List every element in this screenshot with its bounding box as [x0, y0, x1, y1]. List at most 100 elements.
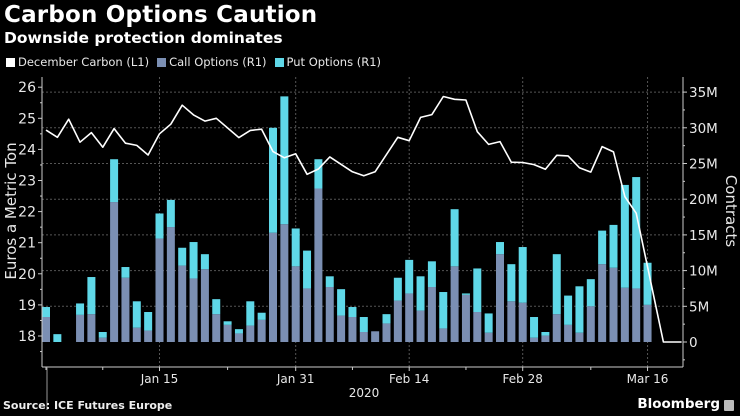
legend-label: December Carbon (L1) [18, 55, 150, 69]
bar-put-options [461, 293, 470, 295]
legend-item-call-options: Call Options (R1) [157, 55, 267, 69]
bar-call-options [518, 302, 527, 342]
x-axis-tick-label: Jan 15 [140, 372, 179, 386]
x-axis-tick-label: Jan 31 [276, 372, 315, 386]
right-axis-tick-label: 0 [689, 335, 698, 351]
left-axis-tick-label: 20 [18, 267, 36, 283]
legend-swatch-call [157, 57, 167, 67]
bar-put-options [643, 262, 652, 305]
bar-put-options [166, 199, 175, 228]
bar-call-options [427, 287, 436, 342]
bar-put-options [359, 317, 368, 333]
legend-item-put-options: Put Options (R1) [274, 55, 382, 69]
legend: December Carbon (L1) Call Options (R1) P… [6, 55, 381, 69]
bar-put-options [155, 213, 164, 239]
line-series [45, 95, 682, 343]
bar-call-options [598, 264, 607, 342]
bar-put-options [178, 247, 187, 266]
brand-logo: Bloomberg [637, 396, 720, 412]
left-axis-tick-label: 19 [18, 298, 36, 314]
bar-call-options [166, 227, 175, 342]
left-axis-tick-label: 24 [18, 142, 36, 158]
left-axis-label: Euros a Metric Ton [2, 142, 20, 279]
bar-put-options [291, 228, 300, 267]
bar-put-options [518, 247, 527, 303]
left-axis-tick-label: 18 [18, 329, 36, 345]
right-axis-tick-label: 30M [689, 121, 718, 137]
left-axis-tick-label: 23 [18, 174, 36, 190]
bar-call-options [507, 301, 516, 342]
bar-put-options [586, 279, 595, 307]
bar-put-options [53, 334, 62, 342]
bar-call-options [234, 333, 243, 342]
bar-call-options [416, 310, 425, 342]
bar-call-options [291, 266, 300, 342]
bar-put-options [200, 254, 209, 270]
bar-call-options [552, 314, 561, 342]
bar-put-options [76, 303, 85, 315]
legend-item-december-carbon: December Carbon (L1) [6, 55, 149, 69]
source-note: Source: ICE Futures Europe [3, 399, 173, 412]
chart-title: Carbon Options Caution [4, 2, 318, 28]
bar-put-options [257, 312, 266, 320]
bar-put-options [427, 261, 436, 288]
bar-call-options [530, 337, 539, 342]
bar-put-options [110, 159, 119, 203]
bar-put-options [484, 313, 493, 333]
bar-call-options [314, 188, 323, 342]
bar-call-options [200, 269, 209, 342]
bar-put-options [416, 276, 425, 311]
bar-put-options [87, 277, 96, 315]
x-axis-tick-label: Feb 28 [503, 372, 543, 386]
bar-put-options [42, 307, 50, 318]
bar-put-options [450, 209, 459, 267]
bar-put-options [382, 314, 391, 324]
bar-call-options [98, 337, 107, 342]
bar-put-options [314, 159, 323, 189]
bar-call-options [110, 202, 119, 342]
x-axis-tick-label: Mar 16 [627, 372, 669, 386]
bar-call-options [121, 277, 130, 342]
bar-call-options [405, 293, 414, 342]
bar-put-options [325, 276, 334, 288]
legend-swatch-put [274, 57, 284, 67]
bar-put-options [269, 127, 277, 233]
bar-put-options [632, 177, 641, 289]
bar-call-options [155, 238, 164, 342]
right-axis-tick-label: 20M [689, 192, 718, 208]
bar-call-options [575, 332, 584, 342]
bar-call-options [620, 287, 629, 342]
bar-call-options [223, 324, 232, 342]
bar-put-options [337, 289, 346, 316]
bar-call-options [586, 306, 595, 342]
right-axis-tick-label: 10M [689, 264, 718, 280]
bar-call-options [76, 314, 85, 342]
bar-call-options [450, 266, 459, 342]
legend-label: Put Options (R1) [286, 55, 382, 69]
bar-put-options [348, 307, 357, 318]
left-axis-tick-label: 25 [18, 111, 36, 127]
bar-call-options [541, 335, 550, 342]
bar-call-options [303, 288, 312, 342]
line-december-carbon [45, 95, 682, 343]
bar-call-options [178, 265, 187, 342]
bar-series [42, 96, 652, 342]
bar-put-options [121, 267, 130, 278]
bar-call-options [246, 325, 255, 342]
bar-call-options [632, 288, 641, 342]
bar-call-options [269, 232, 277, 342]
bar-put-options [144, 312, 153, 331]
bar-call-options [337, 315, 346, 342]
bar-put-options [552, 254, 561, 315]
bar-put-options [234, 329, 243, 334]
left-axis-tick-label: 22 [18, 205, 36, 221]
bar-call-options [439, 328, 448, 342]
bar-put-options [620, 184, 629, 288]
right-axis-tick-label: 5M [689, 299, 709, 315]
bar-call-options [132, 327, 141, 342]
bar-call-options [212, 314, 221, 342]
bar-put-options [541, 332, 550, 336]
bar-put-options [132, 301, 141, 328]
bar-call-options [87, 314, 96, 342]
